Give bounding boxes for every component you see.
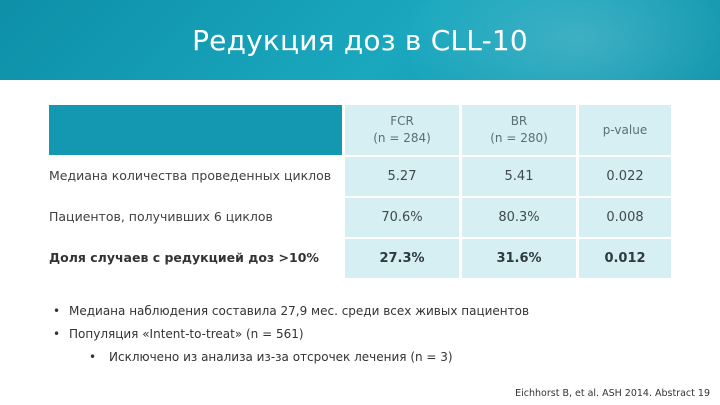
table-row: Доля случаев с редукцией доз >10% 27.3% … — [49, 237, 671, 278]
cell-br: 5.41 — [459, 155, 576, 196]
column-header-name: BR — [510, 114, 528, 128]
column-header-fcr: FCR (n = 284) — [342, 105, 459, 155]
cell-fcr: 5.27 — [342, 155, 459, 196]
cell-fcr: 27.3% — [342, 237, 459, 278]
cell-pvalue: 0.008 — [576, 196, 671, 237]
column-header-n: (n = 284) — [373, 131, 431, 145]
cell-br: 31.6% — [459, 237, 576, 278]
title-banner: Редукция доз в CLL-10 — [0, 0, 720, 80]
banner-glow — [400, 0, 720, 80]
cell-pvalue: 0.022 — [576, 155, 671, 196]
cell-fcr: 70.6% — [342, 196, 459, 237]
bullet-dot: • — [89, 350, 97, 364]
column-header-br: BR (n = 280) — [459, 105, 576, 155]
bullet-text: Медиана наблюдения составила 27,9 мес. с… — [69, 304, 530, 318]
bullet-text: Исключено из анализа из-за отсрочек лече… — [109, 350, 453, 364]
bullet-dot: • — [53, 327, 61, 341]
bullet-text: Популяция «Intent-to-treat» (n = 561) — [69, 327, 304, 341]
table-corner-cell — [49, 105, 342, 155]
bullet-dot: • — [53, 304, 61, 318]
bullet-item: • Популяция «Intent-to-treat» (n = 561) — [53, 325, 529, 348]
row-label: Медиана количества проведенных циклов — [49, 168, 332, 183]
bullet-item: • Медиана наблюдения составила 27,9 мес.… — [53, 302, 529, 325]
citation-footnote: Eichhorst B, et al. ASH 2014. Abstract 1… — [515, 388, 710, 399]
table-row: Пациентов, получивших 6 циклов 70.6% 80.… — [49, 196, 671, 237]
column-header-name: FCR — [390, 114, 414, 128]
slide-title: Редукция доз в CLL-10 — [192, 24, 528, 57]
bullet-list: • Медиана наблюдения составила 27,9 мес.… — [53, 302, 529, 371]
results-table: FCR (n = 284) BR (n = 280) p-value Медиа… — [49, 105, 671, 278]
sub-bullet-item: • Исключено из анализа из-за отсрочек ле… — [89, 348, 529, 371]
column-header-n: (n = 280) — [490, 131, 548, 145]
table-row: Медиана количества проведенных циклов 5.… — [49, 155, 671, 196]
table-header-row: FCR (n = 284) BR (n = 280) p-value — [49, 105, 671, 155]
cell-pvalue: 0.012 — [576, 237, 671, 278]
column-header-name: p-value — [602, 122, 648, 137]
row-label: Пациентов, получивших 6 циклов — [49, 209, 273, 224]
column-header-pvalue: p-value — [576, 105, 671, 155]
row-label: Доля случаев с редукцией доз >10% — [49, 250, 319, 265]
cell-br: 80.3% — [459, 196, 576, 237]
